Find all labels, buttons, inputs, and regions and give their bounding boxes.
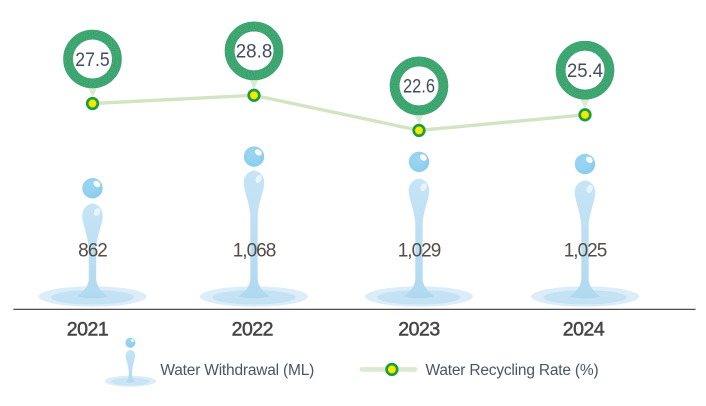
- svg-text:2023: 2023: [398, 319, 439, 341]
- svg-text:28.8: 28.8: [236, 41, 273, 63]
- svg-text:1,068: 1,068: [233, 240, 276, 261]
- svg-text:862: 862: [78, 240, 107, 261]
- svg-text:25.4: 25.4: [567, 60, 603, 82]
- svg-text:Water Recycling Rate (%): Water Recycling Rate (%): [426, 362, 599, 379]
- svg-text:22.6: 22.6: [403, 76, 435, 98]
- svg-text:27.5: 27.5: [75, 49, 110, 71]
- svg-text:Water Withdrawal (ML): Water Withdrawal (ML): [160, 362, 314, 379]
- svg-text:2021: 2021: [67, 319, 108, 341]
- svg-text:1,029: 1,029: [398, 240, 441, 261]
- svg-text:1,025: 1,025: [564, 240, 607, 261]
- svg-text:2022: 2022: [232, 319, 273, 341]
- svg-text:2024: 2024: [563, 319, 605, 341]
